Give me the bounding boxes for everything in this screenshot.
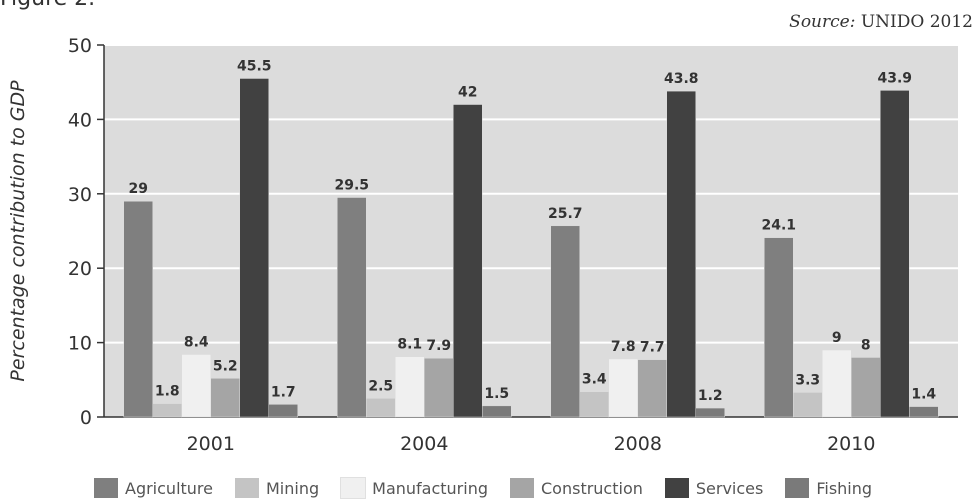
x-tick-label: 2008 xyxy=(614,433,662,455)
data-label: 45.5 xyxy=(237,58,272,74)
bar-mining-2001 xyxy=(152,403,182,418)
data-label: 1.2 xyxy=(698,388,723,404)
bar-agriculture-2008 xyxy=(550,225,580,418)
source-note: Source: UNIDO 2012 xyxy=(789,12,973,32)
chart-legend: Agriculture Mining Manufacturing Constructi… xyxy=(94,477,894,499)
y-axis-title: Percentage contribution to GDP xyxy=(7,80,29,382)
data-label: 43.9 xyxy=(877,70,912,86)
data-label: 8.1 xyxy=(397,337,422,353)
bar-manufacturing-2008 xyxy=(608,358,638,418)
legend-label: Construction xyxy=(541,478,643,498)
y-tick-label: 50 xyxy=(68,35,92,57)
legend-item-services: Services xyxy=(664,478,764,498)
legend-label: Manufacturing xyxy=(372,478,488,498)
bar-chart: 0 10 20 30 40 50 Percentage contribution to GD… xyxy=(7,35,958,455)
legend-label: Mining xyxy=(266,478,320,498)
y-tick-label: 10 xyxy=(68,333,92,355)
figure-title: Figure 2. xyxy=(0,0,95,11)
data-label: 29.5 xyxy=(334,178,369,194)
x-tick-label: 2001 xyxy=(187,433,235,455)
data-label: 5.2 xyxy=(213,358,238,374)
bar-manufacturing-2001 xyxy=(181,354,211,418)
data-label: 1.8 xyxy=(155,384,180,400)
data-label: 29 xyxy=(129,181,148,197)
data-label: 43.8 xyxy=(664,71,699,87)
data-label: 3.3 xyxy=(795,372,820,388)
bar-services-2004 xyxy=(453,104,483,418)
data-label: 2.5 xyxy=(368,378,393,394)
legend-swatch xyxy=(340,477,367,499)
legend-swatch xyxy=(235,478,259,498)
bar-construction-2010 xyxy=(851,357,881,418)
bar-fishing-2004 xyxy=(482,405,512,418)
legend-label: Fishing xyxy=(816,478,873,498)
bar-agriculture-2001 xyxy=(123,200,153,418)
x-tick-label: 2010 xyxy=(827,433,875,455)
data-label: 1.7 xyxy=(271,384,296,400)
data-label: 7.9 xyxy=(426,338,451,354)
x-tick-label: 2004 xyxy=(400,433,448,455)
legend-item-construction: Construction xyxy=(510,478,643,498)
bar-manufacturing-2010 xyxy=(822,349,852,418)
source-label: Source: xyxy=(789,12,856,32)
data-label: 42 xyxy=(458,85,477,101)
y-tick-label: 30 xyxy=(68,184,92,206)
data-label: 1.4 xyxy=(911,387,936,403)
bar-construction-2008 xyxy=(637,359,667,418)
legend-swatch xyxy=(510,478,534,498)
bar-mining-2010 xyxy=(793,392,823,418)
bar-services-2010 xyxy=(880,90,910,418)
source-text: UNIDO 2012 xyxy=(860,12,973,32)
data-label: 8.4 xyxy=(184,335,209,351)
data-label: 9 xyxy=(832,330,842,346)
bar-services-2008 xyxy=(666,90,696,418)
y-tick-label: 0 xyxy=(80,407,92,429)
legend-item-mining: Mining xyxy=(235,478,319,498)
bar-services-2001 xyxy=(239,78,269,418)
data-label: 3.4 xyxy=(582,372,607,388)
data-label: 1.5 xyxy=(484,386,509,402)
bar-construction-2001 xyxy=(210,378,240,418)
bar-mining-2008 xyxy=(579,391,609,418)
legend-swatch xyxy=(664,478,689,498)
bar-agriculture-2004 xyxy=(337,197,367,418)
y-tick-label: 40 xyxy=(68,109,92,131)
bar-agriculture-2010 xyxy=(764,237,794,418)
legend-label: Services xyxy=(695,478,764,498)
bar-mining-2004 xyxy=(366,398,396,418)
legend-swatch xyxy=(94,478,118,498)
data-label: 8 xyxy=(861,337,871,353)
data-label: 7.7 xyxy=(640,340,665,356)
legend-item-manufacturing: Manufacturing xyxy=(340,477,488,499)
bar-fishing-2001 xyxy=(268,404,298,418)
legend-item-fishing: Fishing xyxy=(785,478,872,498)
bar-fishing-2008 xyxy=(695,407,725,418)
bar-fishing-2010 xyxy=(909,406,939,418)
bar-construction-2004 xyxy=(424,357,454,418)
legend-swatch xyxy=(785,478,810,498)
bar-manufacturing-2004 xyxy=(395,356,425,418)
data-label: 25.7 xyxy=(548,206,583,222)
data-label: 24.1 xyxy=(761,218,796,234)
data-label: 7.8 xyxy=(611,339,636,355)
legend-label: Agriculture xyxy=(125,478,213,498)
legend-item-agriculture: Agriculture xyxy=(94,478,213,498)
y-tick-label: 20 xyxy=(68,258,92,280)
